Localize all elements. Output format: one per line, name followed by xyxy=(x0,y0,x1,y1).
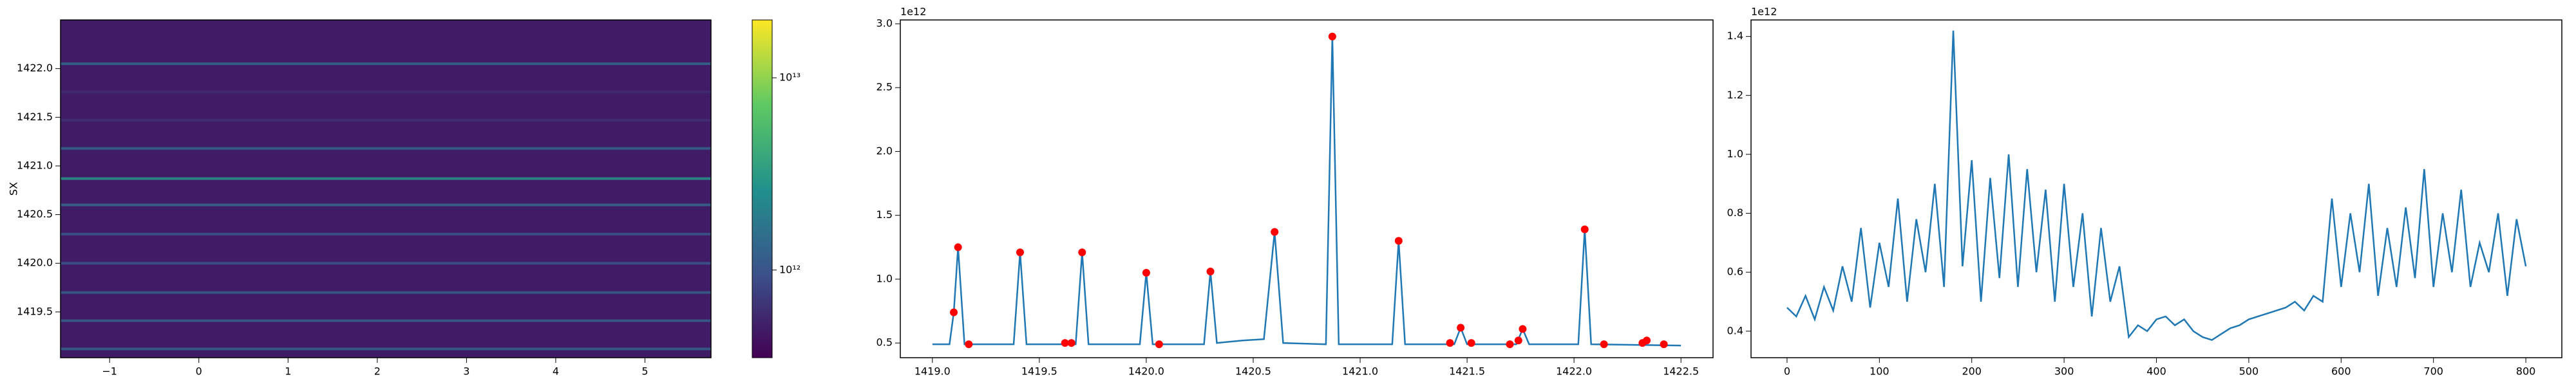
peak-marker xyxy=(1506,340,1514,349)
heatmap-row xyxy=(61,262,711,265)
x-tick-label: 1420.0 xyxy=(1128,365,1164,378)
peak-marker xyxy=(1519,325,1527,333)
peak-marker xyxy=(1580,225,1589,234)
peak-marker xyxy=(1600,340,1608,349)
peak-marker xyxy=(1514,336,1522,345)
x-tick-label: 500 xyxy=(2239,365,2259,378)
peak-marker xyxy=(1446,339,1454,347)
y-tick-label: 1.0 xyxy=(876,272,893,284)
y-tick-label: 1420.0 xyxy=(17,257,53,269)
peak-marker xyxy=(1660,340,1668,349)
y-tick-label: 3.0 xyxy=(876,17,893,29)
x-tick-label: 1421.5 xyxy=(1449,365,1485,378)
y-tick-label: 1.2 xyxy=(1727,89,1743,101)
y-tick-label: 1421.0 xyxy=(17,159,53,171)
panel: 1e12 0 100 200 300 400 500 600 700 800 0.4 0.6 0.8 1.… xyxy=(1727,6,2562,378)
peak-marker xyxy=(1142,269,1150,277)
peak-marker xyxy=(965,340,973,349)
y-tick-label: 1421.5 xyxy=(17,111,53,123)
heatmap-row xyxy=(61,147,711,150)
y-tick-label: 2.0 xyxy=(876,145,893,157)
axes-frame xyxy=(60,19,712,358)
heatmap-row xyxy=(61,347,711,351)
axes-frame xyxy=(900,19,1714,358)
y-tick-label: 0.6 xyxy=(1727,266,1743,278)
peak-marker xyxy=(1206,268,1215,276)
peak-marker xyxy=(1394,237,1403,245)
heatmap-row xyxy=(61,232,711,235)
colorbar-tick-label: 10¹³ xyxy=(779,71,800,83)
peak-marker xyxy=(1328,32,1336,41)
line xyxy=(932,36,1681,347)
x-tick-label: 400 xyxy=(2146,365,2166,378)
heatmap-row xyxy=(61,118,711,122)
y-tick-label: 0.5 xyxy=(876,336,893,349)
peak-marker xyxy=(954,243,962,252)
x-tick-label: 5 xyxy=(641,365,648,378)
x-tick-label: 4 xyxy=(553,365,559,378)
colorbar-tick-label: 10¹² xyxy=(779,263,800,275)
heatmap-row xyxy=(61,90,711,93)
y-tick-label: 2.5 xyxy=(876,81,893,93)
peak-marker xyxy=(950,308,958,317)
offset-label: 1e12 xyxy=(900,6,926,18)
x-tick-label: 100 xyxy=(1870,365,1889,378)
x-tick-label: 1419.0 xyxy=(914,365,951,378)
heatmap-row xyxy=(61,319,711,322)
heatmap-background xyxy=(61,20,711,358)
x-tick-label: 1420.5 xyxy=(1235,365,1271,378)
x-tick-label: 2 xyxy=(374,365,381,378)
offset-label: 1e12 xyxy=(1751,6,1777,18)
peak-marker xyxy=(1078,248,1086,257)
peak-marker xyxy=(1067,339,1075,347)
peak-marker xyxy=(1457,324,1465,332)
x-tick-label: 0 xyxy=(196,365,202,378)
x-tick-label: 1422.0 xyxy=(1556,365,1592,378)
x-tick-label: 3 xyxy=(463,365,469,378)
y-tick-label: 0.4 xyxy=(1727,324,1743,336)
y-tick-label: 1.0 xyxy=(1727,147,1743,160)
peak-marker xyxy=(1016,248,1024,257)
peak-marker xyxy=(1467,339,1475,347)
peak-marker xyxy=(1061,339,1069,347)
x-tick-label: 1422.5 xyxy=(1663,365,1699,378)
heatmap-row xyxy=(61,177,711,180)
colorbar xyxy=(752,19,773,358)
x-tick-label: 1421.0 xyxy=(1342,365,1378,378)
peak-marker xyxy=(1271,228,1279,236)
y-tick-label: 1420.5 xyxy=(17,208,53,220)
line xyxy=(1786,30,2527,341)
heatmap-row xyxy=(61,62,711,66)
heatmap-row xyxy=(61,203,711,207)
panel: 10¹² 10¹³ SX −1 0 1 2 3 4 5 1419.5 1420.0 1420.5 1421… xyxy=(8,19,800,378)
y-axis-label: SX xyxy=(8,182,20,196)
peak-marker xyxy=(1155,340,1163,349)
y-tick-label: 1.4 xyxy=(1727,30,1743,42)
y-tick-label: 0.8 xyxy=(1727,207,1743,219)
heatmap-row xyxy=(61,291,711,294)
x-tick-label: 1 xyxy=(285,365,291,378)
y-tick-label: 1.5 xyxy=(876,208,893,221)
x-tick-label: 600 xyxy=(2331,365,2351,378)
x-tick-label: 700 xyxy=(2423,365,2443,378)
axes-frame xyxy=(1750,19,2562,358)
panel: 1e12 1419.0 1419.5 1420.0 1420.5 1421.0 1421.5… xyxy=(876,6,1714,378)
x-tick-label: 200 xyxy=(1962,365,1982,378)
y-tick-label: 1419.5 xyxy=(17,305,53,317)
peak-marker xyxy=(1643,336,1651,345)
x-tick-label: 300 xyxy=(2054,365,2074,378)
y-tick-label: 1422.0 xyxy=(17,62,53,74)
x-tick-label: −1 xyxy=(102,365,117,378)
x-tick-label: 0 xyxy=(1784,365,1790,378)
x-tick-label: 1419.5 xyxy=(1021,365,1057,378)
x-tick-label: 800 xyxy=(2516,365,2536,378)
